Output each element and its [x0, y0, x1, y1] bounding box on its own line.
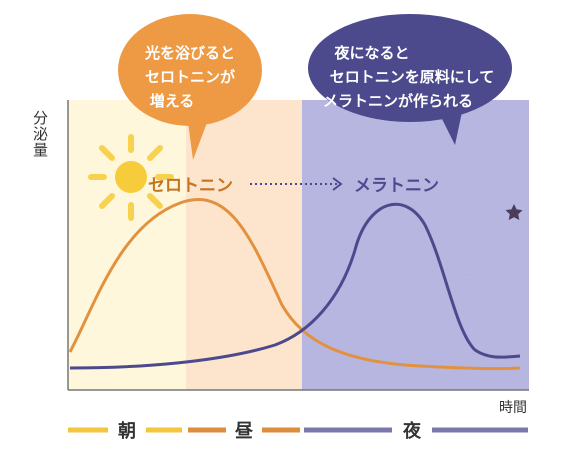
speech-bubble-right: 夜になると セロトニンを原料にして メラトニンが作られる [308, 14, 512, 145]
timeline: 朝 昼 夜 [68, 420, 528, 442]
timeline-night-label: 夜 [402, 420, 422, 442]
arrow-right-icon [250, 177, 343, 191]
timeline-morning-label: 朝 [118, 420, 136, 442]
serotonin-curve [68, 198, 521, 371]
noon-band [186, 100, 302, 390]
timeline-noon-label: 昼 [235, 421, 253, 442]
star-icon [505, 204, 523, 220]
sun-icon [88, 134, 174, 221]
melatonin-curve [69, 202, 521, 370]
bubble-left-line-3: 増える [150, 92, 195, 110]
x-axis-label: 時間 [499, 400, 527, 416]
speech-bubble-left: 光を浴びると セロトニンが 増える [118, 14, 262, 160]
bubble-left-line-2: セロトニンが [145, 68, 236, 86]
bubble-right-line-1: 夜になると [333, 44, 409, 62]
night-band [302, 100, 529, 390]
y-axis-label: 分泌量 [31, 110, 49, 158]
bubble-right-line-2: セロトニンを原料にして [330, 68, 495, 86]
melatonin-label: メラトニン [354, 176, 439, 196]
serotonin-label: セロトニン [148, 176, 233, 196]
bubble-left-line-1: 光を浴びると [144, 44, 235, 62]
bubble-right-line-3: メラトニンが作られる [323, 92, 473, 110]
